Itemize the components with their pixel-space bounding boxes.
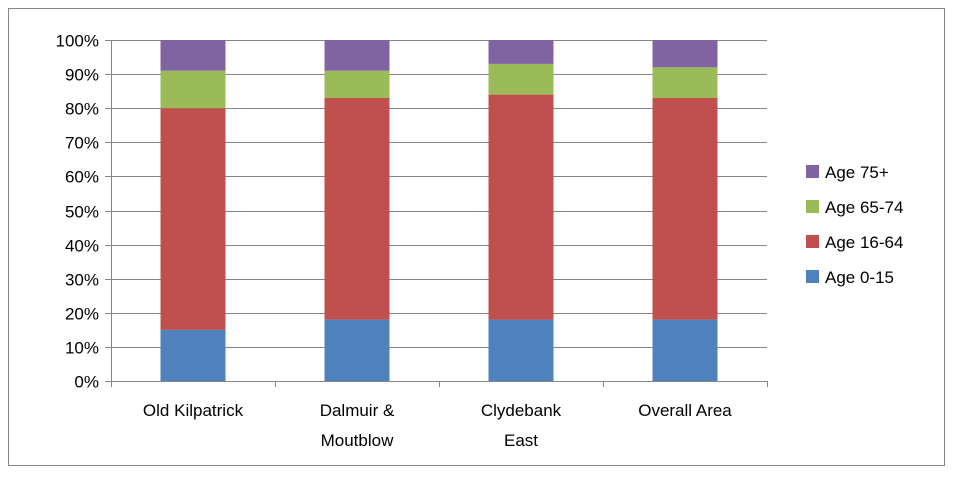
bar-segment: [160, 40, 226, 71]
chart-border: [8, 8, 945, 466]
bars: [160, 40, 718, 381]
legend: Age 75+ Age 65-74 Age 16-64 Age 0-15: [806, 163, 903, 287]
bar-segment: [160, 108, 226, 330]
y-tick-label: 40%: [65, 237, 99, 256]
x-tick-label: Old Kilpatrick: [143, 401, 244, 420]
y-tick-label: 80%: [65, 100, 99, 119]
axes: 0% 10% 20% 30% 40% 50% 60% 70% 80% 90% 100% Old Kil…: [56, 32, 768, 450]
y-tick-label: 20%: [65, 305, 99, 324]
bar-segment: [488, 319, 554, 381]
legend-swatch: [806, 235, 819, 248]
bar-segment: [652, 98, 718, 320]
legend-label: Age 75+: [825, 163, 889, 182]
y-tick-label: 0%: [74, 373, 99, 392]
y-tick-label: 10%: [65, 339, 99, 358]
bar-segment: [324, 70, 390, 98]
y-tick-label: 60%: [65, 168, 99, 187]
legend-swatch: [806, 200, 819, 213]
y-tick-label: 90%: [65, 66, 99, 85]
x-tick-label: Dalmuir & Moutblow: [320, 401, 395, 450]
bar-segment: [488, 63, 554, 95]
bar-segment: [324, 98, 390, 320]
legend-swatch: [806, 270, 819, 283]
legend-swatch: [806, 165, 819, 178]
bar-segment: [324, 319, 390, 381]
bar-segment: [324, 40, 390, 71]
y-tick-label: 100%: [56, 32, 99, 51]
y-tick-label: 30%: [65, 271, 99, 290]
y-tick-label: 50%: [65, 203, 99, 222]
bar-segment: [488, 94, 554, 320]
legend-label: Age 65-74: [825, 198, 903, 217]
bar-segment: [652, 67, 718, 98]
bar-segment: [160, 70, 226, 109]
x-tick-label: Overall Area: [638, 401, 732, 420]
y-tick-label: 70%: [65, 134, 99, 153]
bar-segment: [488, 40, 554, 64]
legend-label: Age 16-64: [825, 233, 903, 252]
bar-segment: [652, 40, 718, 68]
legend-label: Age 0-15: [825, 268, 894, 287]
bar-segment: [652, 319, 718, 381]
x-tick-label: Clydebank East: [481, 401, 562, 450]
bar-segment: [160, 329, 226, 381]
